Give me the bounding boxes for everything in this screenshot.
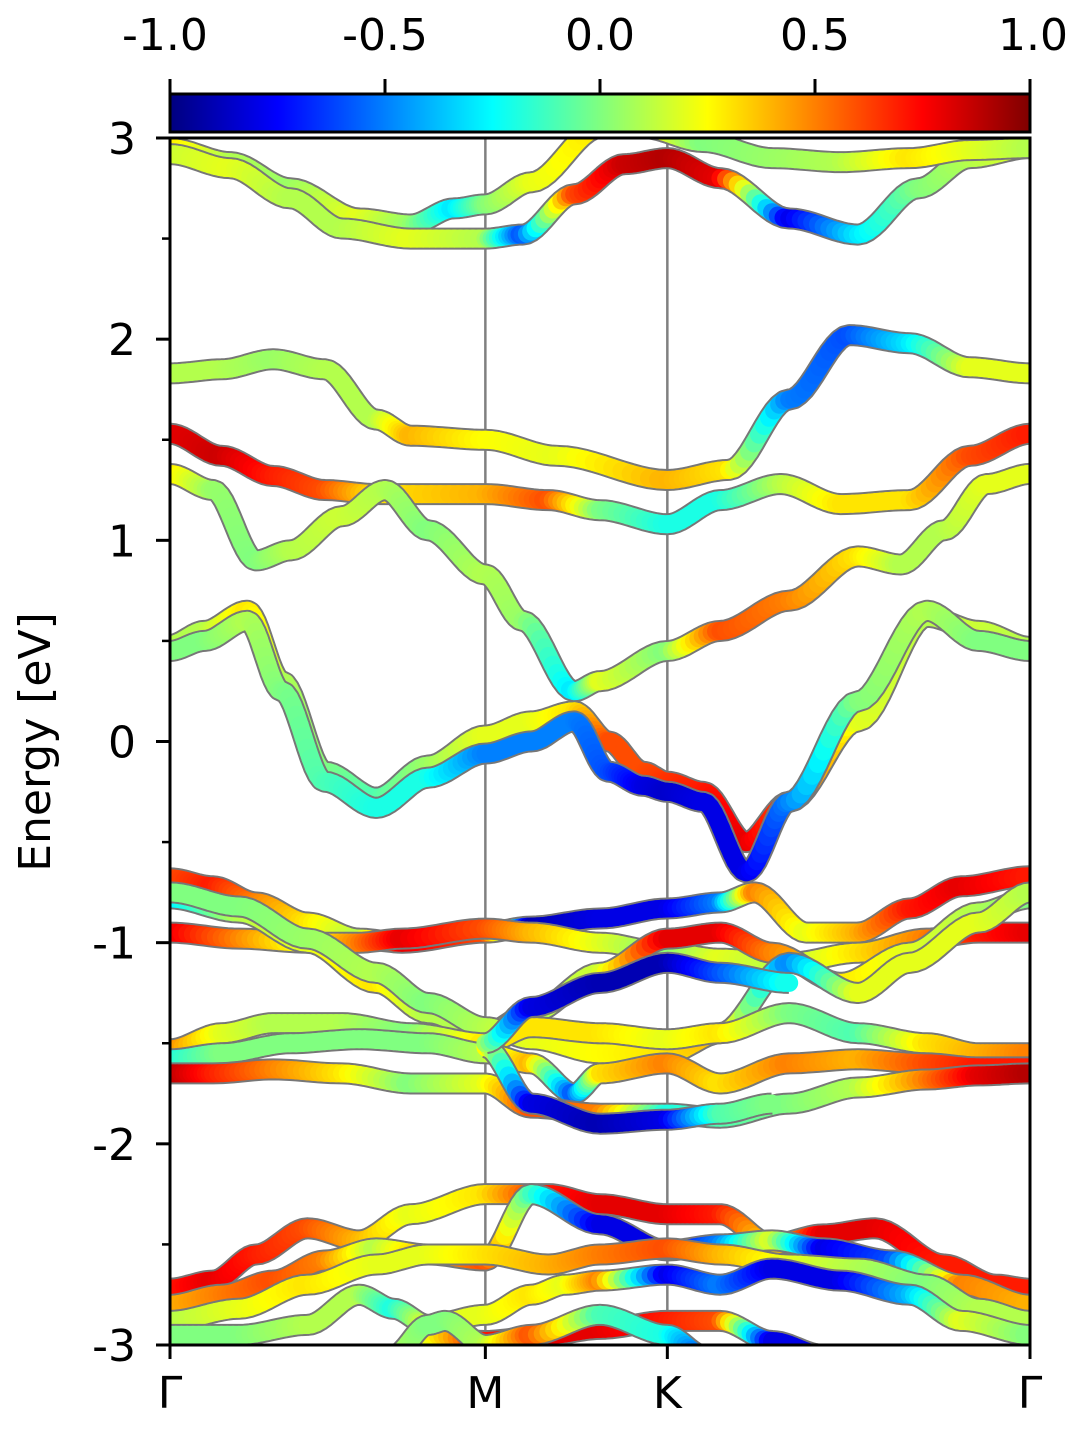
x-tick-label: M — [466, 1368, 504, 1419]
band-segment — [789, 1339, 810, 1345]
colorbar-tick-label: 0.0 — [565, 10, 635, 61]
band-series — [170, 324, 1030, 491]
band-series — [170, 1237, 1030, 1332]
colorbar-gradient — [168, 92, 1032, 134]
band-series — [170, 1002, 1030, 1065]
band-segment — [402, 1340, 419, 1345]
band-series — [642, 138, 1030, 174]
band-series — [170, 1257, 1030, 1345]
band-segment — [679, 1338, 699, 1345]
bands — [170, 138, 1030, 1356]
y-tick-label: -1 — [92, 919, 136, 970]
band-segment — [694, 1344, 700, 1345]
y-axis-label: Energy [eV] — [10, 612, 61, 872]
y-tick-label: 1 — [108, 516, 136, 567]
band-segment — [800, 1342, 815, 1345]
colorbar-tick-label: 1.0 — [998, 10, 1068, 61]
band-segment — [688, 1342, 701, 1345]
band-segment — [794, 1340, 813, 1345]
y-tick-label: 3 — [108, 114, 136, 165]
band-segment — [784, 1337, 807, 1345]
x-tick-label: Γ — [158, 1368, 183, 1419]
y-tick-label: -3 — [92, 1321, 136, 1372]
band-segment — [394, 1343, 404, 1345]
band-series — [170, 599, 1030, 884]
band-segment — [815, 1354, 819, 1355]
colorbar: -1.0 -0.5 0.0 0.5 1.0 — [122, 10, 1068, 134]
band-segment — [664, 138, 687, 146]
x-tick-label: Γ — [1018, 1368, 1043, 1419]
y-tick-label: 2 — [108, 315, 136, 366]
band-series — [170, 422, 1030, 536]
y-tick-label: -2 — [92, 1120, 136, 1171]
colorbar-tick-label: 0.5 — [780, 10, 850, 61]
band-segment — [403, 1344, 410, 1345]
colorbar-tick-label: -1.0 — [122, 10, 208, 61]
x-tick-label: K — [653, 1368, 683, 1419]
band-series — [170, 1028, 1030, 1105]
band-segment — [403, 1338, 422, 1345]
band-series — [476, 1036, 781, 1135]
band-segment — [394, 1355, 397, 1356]
band-segment — [806, 1343, 817, 1345]
band-series — [476, 951, 799, 1055]
colorbar-tick-label: -0.5 — [342, 10, 428, 61]
band-segment — [394, 1341, 410, 1345]
band-series — [390, 1303, 706, 1356]
y-tick-label: 0 — [108, 718, 136, 769]
band-series — [170, 462, 1030, 703]
y-axis-ticks: 3 2 1 0 -1 -2 -3 — [92, 114, 170, 1372]
plot-area: 3 2 1 0 -1 -2 -3 Γ M K Γ Energy [eV] — [10, 114, 1043, 1419]
band-segment — [683, 1340, 700, 1345]
band-segment — [402, 1342, 415, 1345]
band-segment — [395, 1338, 414, 1345]
colorbar-ticks: -1.0 -0.5 0.0 0.5 1.0 — [122, 10, 1068, 94]
